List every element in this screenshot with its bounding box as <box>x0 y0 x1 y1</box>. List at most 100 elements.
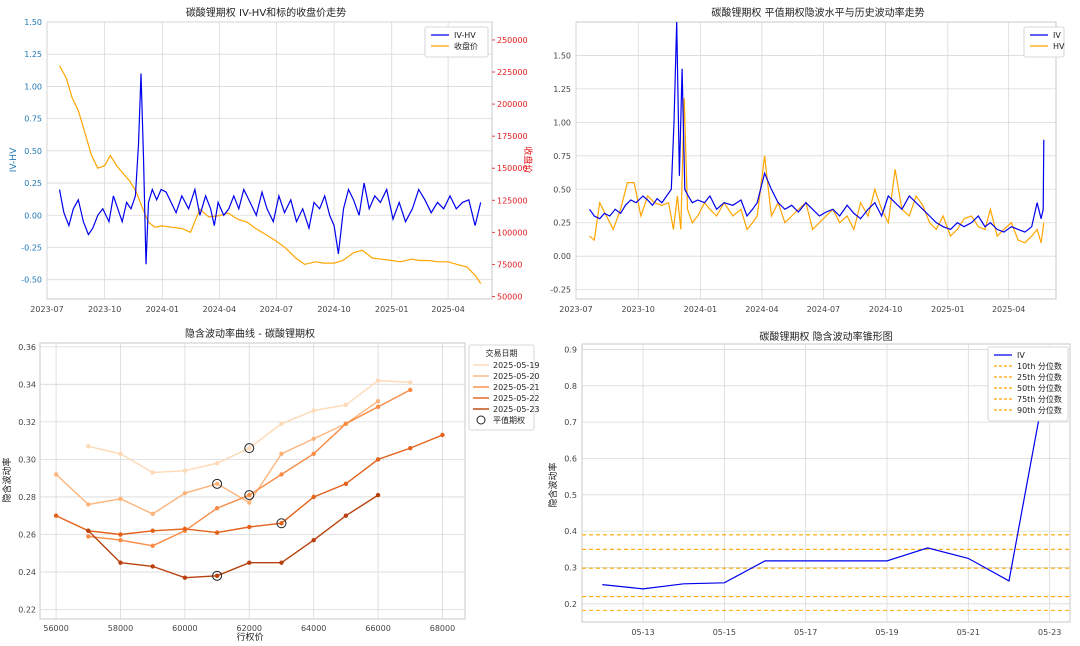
chart-3-point <box>150 470 155 475</box>
chart-3-point <box>311 408 316 413</box>
chart-1-y2tick-label: 150000 <box>497 164 528 173</box>
chart-iv-cone: 碳酸锂期权 隐含波动率锥形图 隐含波动率 05-13 05-15 05-17 05-1… <box>547 330 1071 637</box>
chart-3-ytick-label: 0.24 <box>18 568 36 577</box>
chart-3-point <box>343 513 349 518</box>
chart-1-xtick-label: 2023-10 <box>88 305 121 314</box>
chart-3-point <box>311 436 316 441</box>
chart-3-point <box>214 481 220 487</box>
chart-3-point <box>311 494 316 500</box>
chart-4-xtick-label: 05-23 <box>1038 628 1061 637</box>
chart-1-legend-label: IV-HV <box>454 31 476 40</box>
chart-3-point <box>86 534 91 539</box>
chart-4-ytick-label: 0.8 <box>564 382 577 391</box>
chart-3-point <box>214 506 220 511</box>
chart-1-ytick-label: 1.25 <box>24 50 42 59</box>
chart-4-xtick-label: 05-15 <box>713 628 736 637</box>
chart-3-ytick-label: 0.34 <box>18 380 36 389</box>
chart-4-ytick-label: 0.9 <box>564 345 577 354</box>
chart-2-ytick-label: 1.50 <box>553 51 571 60</box>
chart-3-point <box>247 500 252 505</box>
chart-3-point <box>375 378 381 383</box>
chart-4-ytick-label: 0.6 <box>564 454 577 463</box>
chart-3-point <box>118 537 123 543</box>
chart-1-ytick-label: 0.25 <box>24 179 42 188</box>
chart-1-ytick-label: -0.50 <box>21 276 42 285</box>
chart-3-point <box>214 460 220 466</box>
chart-1-xtick-label: 2024-07 <box>260 305 293 314</box>
chart-2-xtick-label: 2025-04 <box>992 305 1025 314</box>
chart-3-point <box>247 560 252 565</box>
chart-3-point <box>182 575 188 580</box>
chart-2-ytick-label: -0.25 <box>550 286 571 295</box>
chart-3-ytick-label: 0.36 <box>18 343 36 352</box>
chart-3-xtick-label: 56000 <box>43 624 68 633</box>
chart-4-legend-label: 25th 分位数 <box>1017 372 1062 382</box>
chart-3-xtick-label: 66000 <box>365 624 390 633</box>
chart-3-point <box>150 511 155 517</box>
chart-1-xtick-label: 2024-04 <box>203 305 236 314</box>
chart-4-legend-label: 75th 分位数 <box>1017 394 1062 404</box>
chart-4-ytick-label: 0.3 <box>564 563 577 572</box>
chart-3-ytick-label: 0.32 <box>18 418 36 427</box>
chart-3-point <box>182 468 188 473</box>
chart-1-y2tick-label: 250000 <box>497 36 528 45</box>
chart-3-ylabel: 隐含波动率 <box>1 457 13 502</box>
chart-4-xtick-label: 05-19 <box>875 628 898 637</box>
chart-3-atm-marker <box>244 443 255 454</box>
chart-3-point <box>247 492 252 498</box>
chart-3-point <box>247 524 252 530</box>
chart-2-xtick-label: 2024-07 <box>807 305 840 314</box>
chart-1-y2tick-label: 100000 <box>497 228 528 237</box>
chart-1-xtick-label: 2024-10 <box>317 305 350 314</box>
chart-4-title: 碳酸锂期权 隐含波动率锥形图 <box>759 330 892 343</box>
chart-4-ytick-label: 0.4 <box>564 527 577 536</box>
chart-3-point <box>408 387 413 393</box>
chart-2-xtick-label: 2025-01 <box>931 305 964 314</box>
chart-3-point <box>247 445 252 451</box>
chart-3-point <box>279 451 284 456</box>
chart-3-xtick-label: 68000 <box>430 624 455 633</box>
chart-4-legend-label: 90th 分位数 <box>1017 405 1062 415</box>
chart-4-legend-label: 10th 分位数 <box>1017 361 1062 371</box>
chart-1-ytick-label: 1.50 <box>24 18 42 27</box>
chart-2-xtick-label: 2023-10 <box>621 305 654 314</box>
chart-1-xtick-label: 2024-01 <box>146 305 179 314</box>
chart-3-point <box>343 421 349 426</box>
chart-2-ytick-label: 0.25 <box>553 219 571 228</box>
chart-4-ytick-label: 0.5 <box>564 491 577 500</box>
chart-3-xtick-label: 60000 <box>172 624 197 633</box>
chart-4-ytick-label: 0.2 <box>564 600 577 609</box>
chart-3-point <box>343 402 349 408</box>
chart-3-point <box>343 481 349 487</box>
chart-3-legend-label: 2025-05-22 <box>493 394 540 403</box>
chart-3-point <box>118 532 123 537</box>
chart-3-legend-label: 2025-05-20 <box>493 372 540 381</box>
chart-3-point <box>279 421 284 426</box>
chart-3-point <box>182 526 188 532</box>
chart-4-frame <box>581 343 1071 623</box>
chart-2-series-hv <box>589 98 1045 244</box>
chart-4-xtick-label: 05-13 <box>631 628 654 637</box>
chart-2-ytick-label: 0.75 <box>553 152 571 161</box>
chart-3-point <box>150 564 155 569</box>
chart-3-point <box>118 451 123 456</box>
chart-2-ytick-label: 0.50 <box>553 185 571 194</box>
chart-4-ylabel: 隐含波动率 <box>547 462 559 507</box>
chart-3-ytick-label: 0.28 <box>18 493 36 502</box>
chart-1-ytick-label: 0.00 <box>24 211 42 220</box>
chart-3-frame <box>39 342 466 620</box>
chart-3-point <box>279 521 284 526</box>
chart-1-y2tick-label: 225000 <box>497 68 528 77</box>
chart-3-atm-marker <box>212 478 223 489</box>
chart-3-ytick-label: 0.26 <box>18 531 36 540</box>
chart-3-point <box>53 472 59 477</box>
chart-3-legend-label: 2025-05-19 <box>493 361 540 370</box>
chart-1-y2tick-label: 75000 <box>497 260 522 269</box>
chart-3-point <box>375 404 381 410</box>
chart-2-series-iv <box>589 21 1045 233</box>
chart-atm-iv-hv: 碳酸锂期权 平值期权隐波水平与历史波动率走势 2023-07 2023-10 202… <box>550 6 1065 314</box>
chart-1-ytick-label: 1.00 <box>24 82 42 91</box>
chart-3-point <box>408 380 413 385</box>
chart-1-legend-label: 收盘价 <box>454 41 478 51</box>
